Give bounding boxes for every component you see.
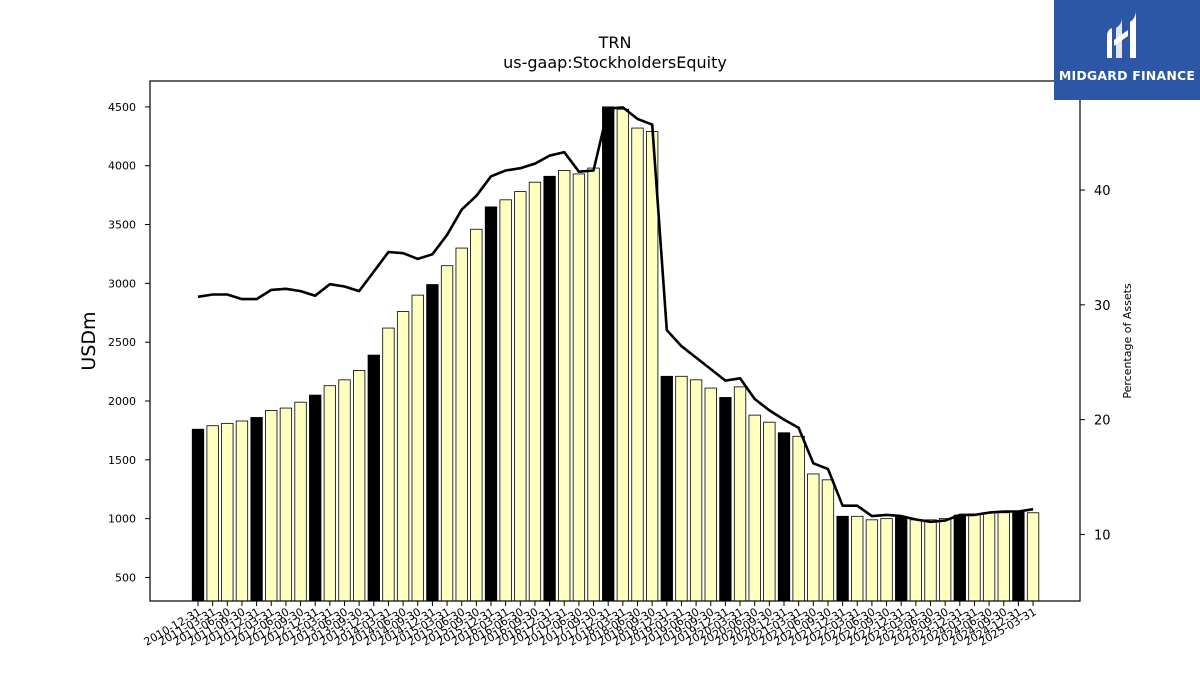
bar-2018-09-30 [646,131,659,602]
bar-2013-09-30 [352,370,366,602]
bar-2016-12-31 [543,175,556,602]
axes: 500 1000 1500 2000 2500 3000 3500 4000 4500 10 20 3… [108,80,1111,649]
bar-2017-06-30 [572,173,586,602]
bar-2018-03-31 [616,108,629,602]
bar-2022-03-31 [851,515,864,602]
percentage-of-assets-line [197,106,1034,524]
bar-2010-12-31 [191,428,205,602]
y-axis-label-left: USDm [78,311,100,370]
y-tick-label-right: 10 [1094,528,1111,543]
y-tick-label-left: 500 [115,571,136,584]
bar-2023-12-31 [953,514,966,602]
bar-2023-09-30 [939,518,952,602]
bar-2011-09-30 [235,420,249,602]
bar-2015-06-30 [455,247,468,602]
brand-name: MIDGARD FINANCE [1058,68,1196,83]
percentage-line-series [197,106,1034,524]
bar-2014-12-31 [426,284,439,602]
bar-2016-09-30 [528,181,542,602]
y-tick-label-left: 4500 [108,101,136,114]
y-tick-label-right: 30 [1094,299,1111,314]
bar-2019-03-31 [675,375,688,602]
chart-subtitle: us-gaap:StockholdersEquity [503,53,727,72]
bar-2014-09-30 [411,294,424,602]
bar-2012-06-30 [279,407,293,602]
bar-2019-12-31 [719,397,732,602]
bar-2023-06-30 [924,519,937,602]
plot-frame [149,80,1081,602]
bar-2014-06-30 [396,311,410,602]
bar-2013-03-31 [323,385,337,602]
y-axis-label-right: Percentage of Assets [1121,283,1134,399]
bar-2021-06-30 [807,473,820,602]
y-tick-label-left: 1000 [108,513,136,526]
bar-2015-09-30 [470,228,483,602]
bar-2022-06-30 [865,519,879,602]
bar-2022-09-30 [880,518,893,602]
bar-2023-03-31 [909,519,922,602]
y-tick-label-left: 3000 [108,277,136,290]
bar-2020-12-31 [777,432,791,602]
y-tick-label-left: 2500 [108,336,136,349]
bar-2024-09-30 [997,512,1010,602]
bar-2016-03-31 [499,199,512,602]
bar-2015-12-31 [484,206,498,602]
bar-2024-03-31 [968,513,981,602]
y-tick-label-left: 3500 [108,219,136,232]
bar-2020-06-30 [748,414,761,602]
bar-2013-06-30 [338,379,351,602]
bar-2014-03-31 [382,327,395,602]
bar-2018-06-30 [631,127,644,602]
bar-2016-06-30 [514,191,527,602]
bar-2022-12-31 [895,517,908,602]
bar-2015-03-31 [440,265,454,602]
bar-2021-03-31 [792,435,805,602]
y-tick-label-left: 1500 [108,454,136,467]
chart-title: TRN [598,33,632,52]
bar-2017-03-31 [558,170,571,602]
bar-2011-12-31 [250,417,263,602]
bar-2019-09-30 [704,387,717,602]
y-tick-label-right: 20 [1094,414,1111,429]
bar-2024-06-30 [982,512,996,602]
bar-2011-03-31 [206,425,219,602]
bar-2013-12-31 [367,354,380,602]
midgard-logo-icon [1107,10,1136,58]
bar-2020-03-31 [733,386,747,602]
bar-series [191,106,1040,602]
bar-2024-12-31 [1012,511,1025,602]
y-tick-label-left: 2000 [108,395,136,408]
bar-2025-03-31 [1026,512,1040,602]
bar-2019-06-30 [689,379,703,602]
bar-2012-09-30 [294,401,307,602]
brand-logo: MIDGARD FINANCE [1054,0,1200,100]
bar-2021-09-30 [821,479,835,602]
bar-2012-12-31 [309,394,322,602]
y-tick-label-left: 4000 [108,160,136,173]
bar-2020-09-30 [763,421,776,602]
bar-2011-06-30 [221,422,234,602]
bar-2017-12-31 [602,106,615,602]
bar-2017-09-30 [587,167,600,602]
bar-2018-12-31 [660,375,673,602]
bar-2012-03-31 [265,410,278,602]
bar-2021-12-31 [836,515,849,602]
y-tick-label-right: 40 [1094,184,1111,199]
